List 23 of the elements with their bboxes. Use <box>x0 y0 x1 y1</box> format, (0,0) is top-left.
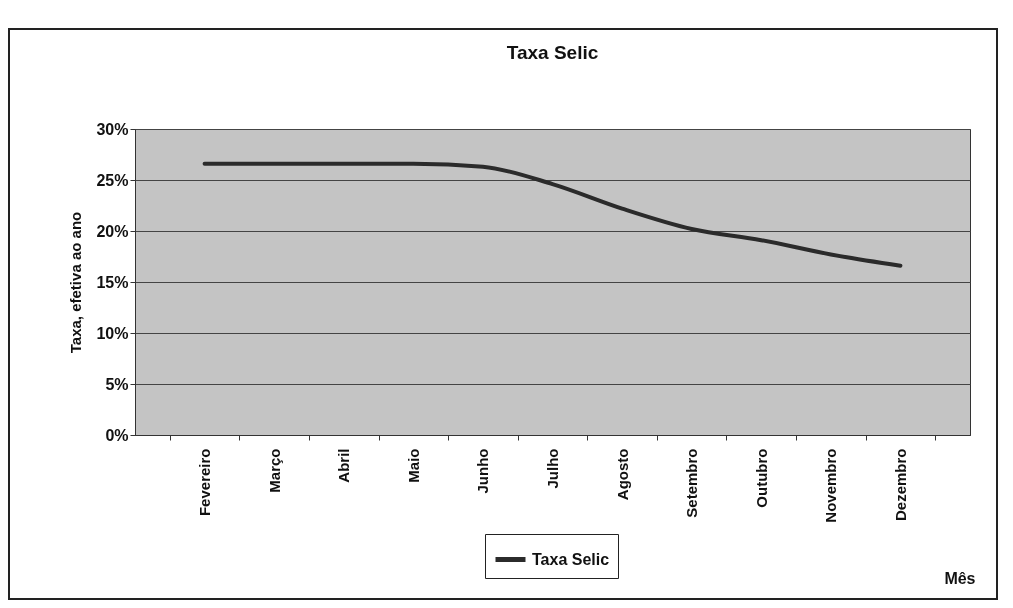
y-tick-label: 25% <box>96 171 129 189</box>
x-tick-label: Julho <box>544 448 561 489</box>
x-tick-label: Outubro <box>752 448 770 508</box>
chart-title: Taxa Selic <box>506 42 599 63</box>
line-series <box>202 161 903 268</box>
y-tick-label: 15% <box>96 273 129 291</box>
y-tick-label: 20% <box>96 222 129 240</box>
x-tick-label: Agosto <box>613 448 631 501</box>
x-tick-label: Fevereiro <box>196 448 214 517</box>
y-tick-label: 0% <box>105 426 129 444</box>
x-axis-title: Mês <box>944 569 976 587</box>
y-tick-label: 10% <box>96 324 129 342</box>
y-tick-label: 5% <box>105 375 129 393</box>
x-tick-label: Novembro <box>822 448 840 523</box>
x-tick-label: Março <box>265 448 283 493</box>
x-tick-label: Dezembro <box>891 448 909 522</box>
x-tick-label: Setembro <box>683 448 701 518</box>
y-tick-label: 30% <box>96 120 129 138</box>
x-tick-label: Junho <box>474 448 492 494</box>
legend-label: Taxa Selic <box>532 550 610 568</box>
x-tick-label: Abril <box>335 448 353 483</box>
x-tick-label: Maio <box>404 448 422 483</box>
y-axis-title: Taxa, efetiva ao ano <box>67 211 85 354</box>
